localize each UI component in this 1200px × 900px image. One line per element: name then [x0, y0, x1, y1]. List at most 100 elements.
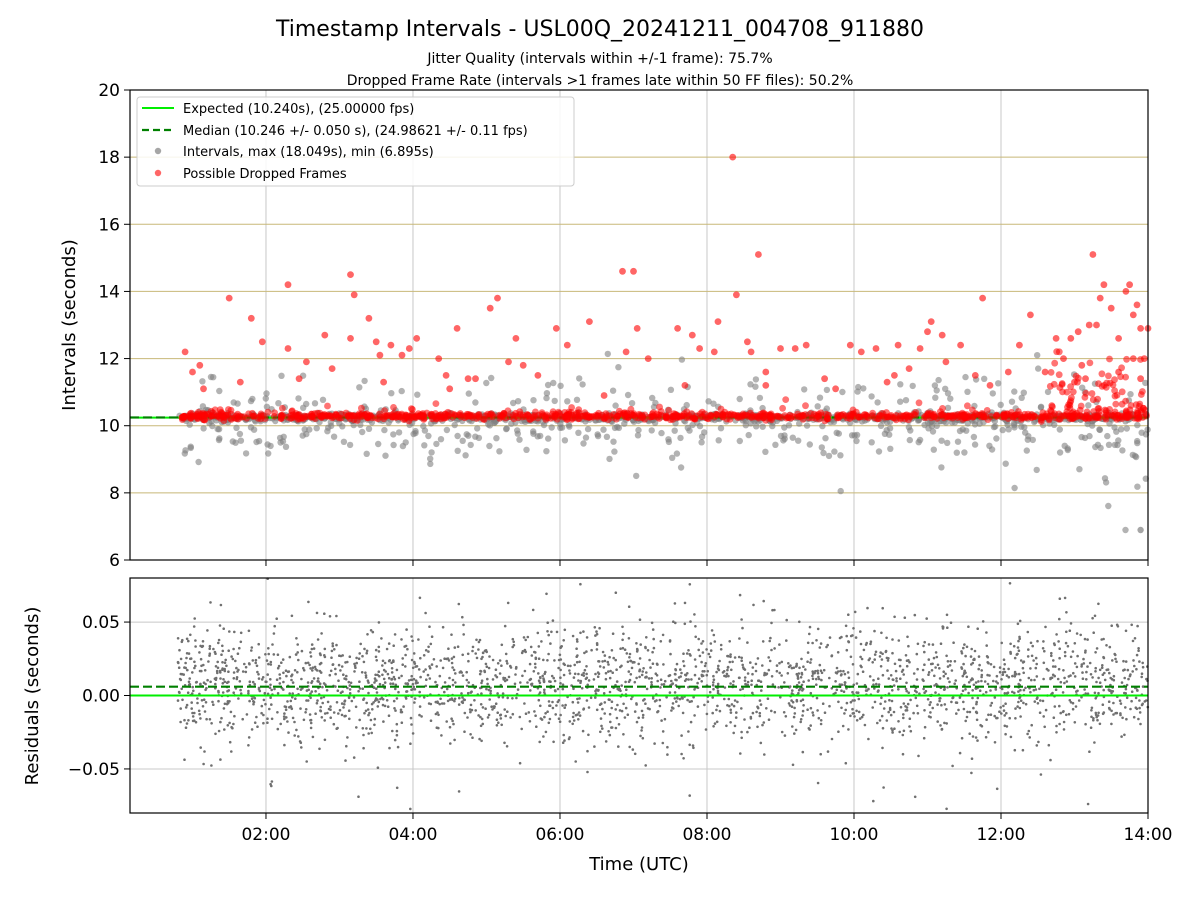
residual-point — [559, 713, 562, 717]
residual-point — [981, 620, 985, 623]
residual-point — [801, 689, 804, 692]
residual-point — [245, 713, 249, 716]
interval-point — [1142, 379, 1149, 387]
residual-point — [395, 786, 399, 790]
residual-point — [451, 719, 454, 723]
residual-point — [799, 699, 803, 703]
residual-point — [811, 677, 815, 681]
residual-point — [531, 608, 535, 612]
residual-point — [730, 703, 734, 706]
residual-point — [287, 670, 291, 673]
residual-point — [809, 658, 813, 661]
residual-point — [540, 640, 543, 643]
dropped-outlier-point — [1052, 335, 1060, 342]
residual-point — [694, 625, 697, 628]
residual-point — [925, 617, 928, 620]
residual-point — [549, 680, 552, 683]
residual-point — [489, 689, 493, 693]
residual-point — [1043, 649, 1046, 653]
residual-point — [486, 682, 489, 686]
residual-point — [521, 674, 524, 678]
residual-point — [247, 689, 250, 693]
residual-point — [276, 711, 279, 714]
residual-point — [608, 655, 611, 659]
interval-point — [279, 438, 287, 445]
residual-point — [414, 665, 418, 668]
residual-point — [562, 673, 566, 677]
residual-point — [451, 698, 454, 702]
dropped-outlier-point — [1096, 294, 1104, 302]
dropped-point — [355, 413, 363, 420]
residual-point — [935, 655, 939, 659]
residual-point — [395, 733, 399, 737]
residual-point — [901, 752, 905, 756]
residual-point — [316, 699, 319, 702]
residual-point — [501, 692, 505, 695]
residual-point — [638, 618, 642, 621]
residual-point — [958, 696, 962, 699]
residual-point — [1145, 677, 1148, 681]
residual-point — [273, 624, 277, 628]
interval-point — [340, 438, 348, 445]
residual-point — [921, 668, 925, 672]
residual-point — [891, 678, 895, 681]
residual-point — [650, 677, 653, 680]
residual-point — [969, 655, 973, 658]
residual-point — [288, 655, 292, 659]
residual-point — [465, 684, 469, 688]
residual-point — [179, 707, 182, 710]
residual-point — [791, 725, 794, 728]
residual-point — [815, 677, 818, 681]
residual-point — [1022, 671, 1025, 675]
interval-point — [1002, 460, 1009, 467]
residual-point — [302, 666, 305, 670]
residual-point — [650, 683, 653, 687]
residual-point — [578, 697, 581, 700]
residual-point — [252, 702, 255, 706]
residual-point — [1094, 666, 1097, 670]
residual-point — [1093, 691, 1097, 695]
residual-point — [879, 702, 882, 706]
residual-point — [188, 677, 191, 680]
residual-point — [254, 658, 258, 662]
residual-point — [316, 679, 320, 683]
dropped-point — [178, 414, 186, 421]
residual-point — [397, 676, 401, 680]
residual-point — [644, 702, 647, 705]
residual-point — [576, 697, 579, 701]
residual-point — [685, 678, 688, 681]
residual-point — [651, 650, 654, 654]
residual-point — [347, 696, 351, 700]
dropped-point — [249, 412, 257, 420]
residual-point — [494, 702, 498, 705]
residual-point — [1112, 713, 1115, 716]
interval-point — [253, 438, 260, 446]
residual-point — [568, 669, 571, 672]
residual-point — [880, 631, 883, 635]
residual-point — [524, 638, 527, 642]
residual-point — [1114, 657, 1117, 661]
residual-point — [674, 621, 677, 625]
residual-point — [391, 682, 395, 685]
residual-point — [1073, 721, 1077, 724]
residual-point — [897, 720, 900, 723]
residual-point — [479, 703, 483, 706]
residual-point — [1138, 706, 1141, 710]
residual-point — [418, 596, 422, 600]
residual-point — [187, 719, 190, 722]
residual-point — [563, 706, 566, 709]
residual-point — [844, 624, 848, 628]
interval-point — [475, 434, 483, 442]
dropped-outlier-point — [622, 348, 630, 356]
residual-point — [965, 715, 969, 719]
interval-point — [544, 381, 552, 389]
residual-point — [461, 696, 464, 699]
residual-point — [191, 711, 194, 715]
residual-point — [873, 687, 876, 690]
residual-point — [411, 666, 415, 670]
residual-point — [308, 663, 311, 667]
residual-point — [511, 637, 515, 641]
residual-point — [943, 703, 947, 706]
residual-point — [289, 699, 293, 703]
dropped-point — [674, 412, 682, 420]
